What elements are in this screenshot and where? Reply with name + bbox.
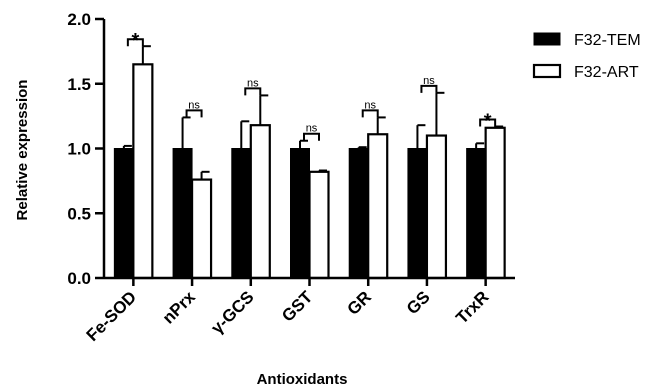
legend-swatch bbox=[533, 32, 561, 46]
x-tick-label: TrxR bbox=[452, 287, 492, 327]
significance-bracket bbox=[126, 38, 144, 47]
x-tick-label: GST bbox=[278, 287, 317, 326]
x-tick-label: GS bbox=[403, 287, 434, 318]
bar-f32-tem bbox=[290, 148, 310, 279]
significance-label: ns bbox=[188, 99, 200, 111]
y-tick-label: 1.5 bbox=[67, 75, 91, 94]
significance-annotations: * ns ns ns ns ns * bbox=[126, 30, 497, 141]
y-axis: 0.0 0.5 1.0 1.5 2.0 bbox=[67, 10, 106, 288]
significance-label: ns bbox=[306, 123, 318, 135]
bar-f32-art bbox=[425, 134, 448, 280]
x-tick-label: nPrx bbox=[159, 287, 200, 328]
x-axis: Fe-SOD nPrx γ-GCS GST GR GS TrxR bbox=[83, 276, 515, 345]
legend-swatch bbox=[532, 63, 562, 79]
bar-f32-tem bbox=[466, 148, 487, 279]
x-axis-title: Antioxidants bbox=[257, 371, 348, 388]
significance-bracket bbox=[185, 109, 203, 118]
significance-label: ns bbox=[423, 75, 435, 87]
bars bbox=[113, 45, 506, 280]
bar-f32-art bbox=[308, 170, 330, 280]
bar-f32-tem bbox=[231, 148, 252, 279]
x-tick-label: γ-GCS bbox=[207, 287, 257, 337]
legend-label: F32-TEM bbox=[574, 32, 641, 49]
y-tick-label: 1.0 bbox=[67, 140, 91, 159]
y-axis-title: Relative expression bbox=[14, 80, 31, 221]
significance-bracket bbox=[244, 87, 262, 96]
significance-bracket bbox=[361, 109, 379, 118]
y-tick-label: 2.0 bbox=[67, 10, 91, 29]
y-tick-label: 0.0 bbox=[67, 269, 91, 288]
bar-f32-art bbox=[132, 63, 154, 280]
bar-f32-tem bbox=[407, 148, 428, 279]
bar-f32-art bbox=[367, 133, 389, 280]
x-tick-label: Fe-SOD bbox=[83, 287, 141, 345]
legend-label: F32-ART bbox=[574, 64, 639, 81]
significance-label: ns bbox=[247, 77, 259, 89]
significance-label: * bbox=[484, 110, 492, 132]
significance-bracket bbox=[303, 132, 320, 141]
legend: F32-TEM F32-ART bbox=[532, 32, 641, 81]
x-tick-label: GR bbox=[344, 287, 375, 318]
bar-f32-tem bbox=[348, 148, 369, 279]
y-tick-label: 0.5 bbox=[67, 204, 91, 223]
bar-f32-art bbox=[249, 124, 271, 280]
significance-label: ns bbox=[364, 99, 376, 111]
significance-bracket bbox=[479, 118, 497, 127]
significance-bracket bbox=[420, 84, 438, 93]
significance-label: * bbox=[131, 30, 139, 52]
bar-f32-tem bbox=[113, 148, 134, 279]
bar-f32-art bbox=[190, 178, 213, 280]
bar-f32-tem bbox=[172, 148, 193, 279]
bar-f32-art bbox=[484, 126, 506, 280]
